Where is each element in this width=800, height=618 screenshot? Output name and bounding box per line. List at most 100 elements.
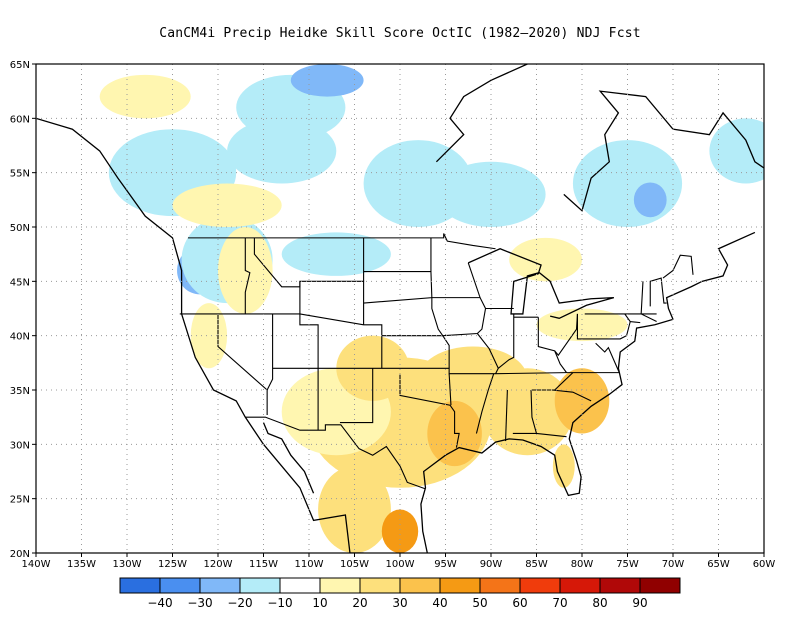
lat-tick-label: 35N [10,386,30,397]
colorbar-label: 80 [592,596,607,610]
border-segment [266,313,274,391]
border-segment [662,254,694,279]
colorbar: −40 −30 −20 −10 10 20 30 40 50 60 70 80 90 [119,577,681,610]
colorbar-swatch [119,577,161,594]
coastline-segment [563,90,764,212]
colorbar-label: −20 [227,596,252,610]
lon-tick-label: 60W [753,559,776,570]
lat-tick-label: 20N [10,549,30,560]
border-segment [187,233,496,250]
lat-tick-label: 55N [10,169,30,180]
lon-tick-label: 120W [204,559,233,570]
coastline-segment [262,422,315,494]
border-segment [217,313,268,415]
lat-tick-label: 40N [10,332,30,343]
lat-tick-label: 50N [10,223,30,234]
coastline-segment [435,64,528,163]
lat-tick-label: 65N [10,60,30,71]
lon-tick-label: 115W [249,559,278,570]
lon-tick-label: 100W [386,559,415,570]
coastline-segment [467,248,615,319]
border-segment [245,416,426,490]
lon-tick-label: 70W [662,559,685,570]
border-segment [431,297,487,337]
colorbar-label: 40 [432,596,447,610]
border-segment [399,373,460,448]
border-segment [467,262,481,298]
skill-region-26 [509,237,582,282]
colorbar-label: 20 [352,596,367,610]
colorbar-swatch [199,577,241,594]
border-segment [448,373,452,406]
colorbar-label: 60 [512,596,527,610]
border-segment [244,237,251,314]
skill-region-27 [99,74,191,119]
colorbar-label: 10 [312,596,327,610]
colorbar-label: −40 [147,596,172,610]
skill-region-9 [633,182,667,218]
skill-region-11 [290,64,364,97]
colorbar-swatch [319,577,361,594]
lon-tick-label: 110W [295,559,324,570]
skill-region-14 [172,183,282,227]
lat-tick-label: 60N [10,114,30,125]
colorbar-swatch [159,577,201,594]
colorbar-swatch [439,577,481,594]
border-segment [640,313,657,323]
colorbar-label: −30 [187,596,212,610]
border-segment [339,368,374,424]
border-segment [363,271,433,304]
map-title: CanCM4i Precip Heidke Skill Score OctIC … [159,26,641,41]
border-segment [551,389,592,402]
colorbar-swatch [359,577,401,594]
lat-tick-label: 45N [10,277,30,288]
colorbar-label: 90 [632,596,647,610]
lat-tick-label: 25N [10,495,30,506]
colorbar-swatch [239,577,281,594]
colorbar-swatch [599,577,641,594]
lon-tick-label: 95W [434,559,457,570]
coastline-segment [36,117,364,553]
colorbar-swatch [279,577,321,594]
skill-region-23 [381,509,419,553]
border-segment [530,389,538,434]
lon-tick-label: 130W [113,559,142,570]
border-segment [584,281,644,315]
border-segment [595,342,620,373]
coastline-segment [420,231,756,553]
latitude-ticks: 20N 25N 30N 35N 40N 45N 50N 55N 60N 65N [10,60,36,560]
skill-region-10 [709,118,764,184]
colorbar-label: 50 [472,596,487,610]
skill-region-20 [554,368,610,434]
border-segment [442,335,450,369]
lon-tick-label: 105W [340,559,369,570]
colorbar-swatch [479,577,521,594]
colorbar-label: −10 [267,596,292,610]
border-segment [554,350,567,373]
skill-region-2 [281,232,391,276]
colorbar-label: 70 [552,596,567,610]
lon-tick-label: 125W [158,559,187,570]
lon-tick-label: 65W [707,559,730,570]
border-segment [476,333,499,374]
colorbar-swatch [519,577,561,594]
border-segment [497,313,515,369]
lat-tick-label: 30N [10,440,30,451]
border-segment [537,313,578,357]
border-segment [253,237,365,325]
lon-tick-label: 135W [67,559,96,570]
border-segment [624,313,631,322]
border-segment [649,277,667,307]
lon-tick-label: 140W [22,559,51,570]
lon-tick-label: 90W [480,559,503,570]
coastline-outline [36,64,764,553]
lon-tick-label: 75W [616,559,639,570]
colorbar-swatch [559,577,601,594]
border-segment [512,432,567,438]
border-segment [576,313,641,340]
state-borders [179,233,694,490]
lon-tick-label: 85W [525,559,548,570]
border-segment [505,389,508,442]
skill-region-24 [552,444,575,488]
